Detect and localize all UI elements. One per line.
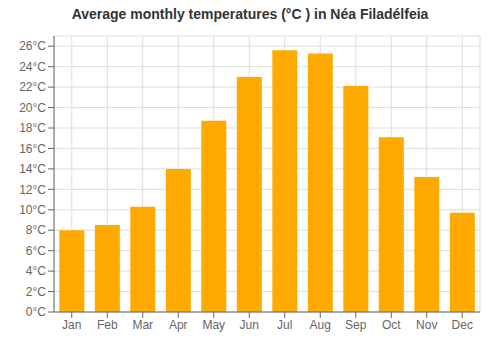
svg-text:Nov: Nov: [416, 318, 437, 332]
svg-text:22°C: 22°C: [19, 80, 46, 94]
svg-text:26°C: 26°C: [19, 39, 46, 53]
svg-text:Jul: Jul: [277, 318, 292, 332]
svg-text:Jan: Jan: [62, 318, 81, 332]
svg-text:Feb: Feb: [97, 318, 118, 332]
svg-text:Jun: Jun: [240, 318, 259, 332]
svg-text:8°C: 8°C: [26, 223, 46, 237]
svg-text:2°C: 2°C: [26, 285, 46, 299]
svg-text:6°C: 6°C: [26, 244, 46, 258]
svg-text:Sep: Sep: [345, 318, 367, 332]
svg-text:Apr: Apr: [169, 318, 188, 332]
svg-text:18°C: 18°C: [19, 121, 46, 135]
svg-text:Oct: Oct: [382, 318, 401, 332]
svg-text:0°C: 0°C: [26, 305, 46, 319]
svg-text:Aug: Aug: [310, 318, 331, 332]
svg-text:4°C: 4°C: [26, 264, 46, 278]
html-text:Average monthly temperatures (: Average monthly temperatures (°C ) in Né…: [71, 6, 429, 22]
svg-text:May: May: [202, 318, 225, 332]
svg-text:10°C: 10°C: [19, 203, 46, 217]
svg-text:14°C: 14°C: [19, 162, 46, 176]
svg-text:Dec: Dec: [452, 318, 473, 332]
svg-text:Mar: Mar: [132, 318, 153, 332]
svg-text:20°C: 20°C: [19, 101, 46, 115]
svg-text:16°C: 16°C: [19, 142, 46, 156]
svg-text:12°C: 12°C: [19, 183, 46, 197]
svg-text:24°C: 24°C: [19, 60, 46, 74]
